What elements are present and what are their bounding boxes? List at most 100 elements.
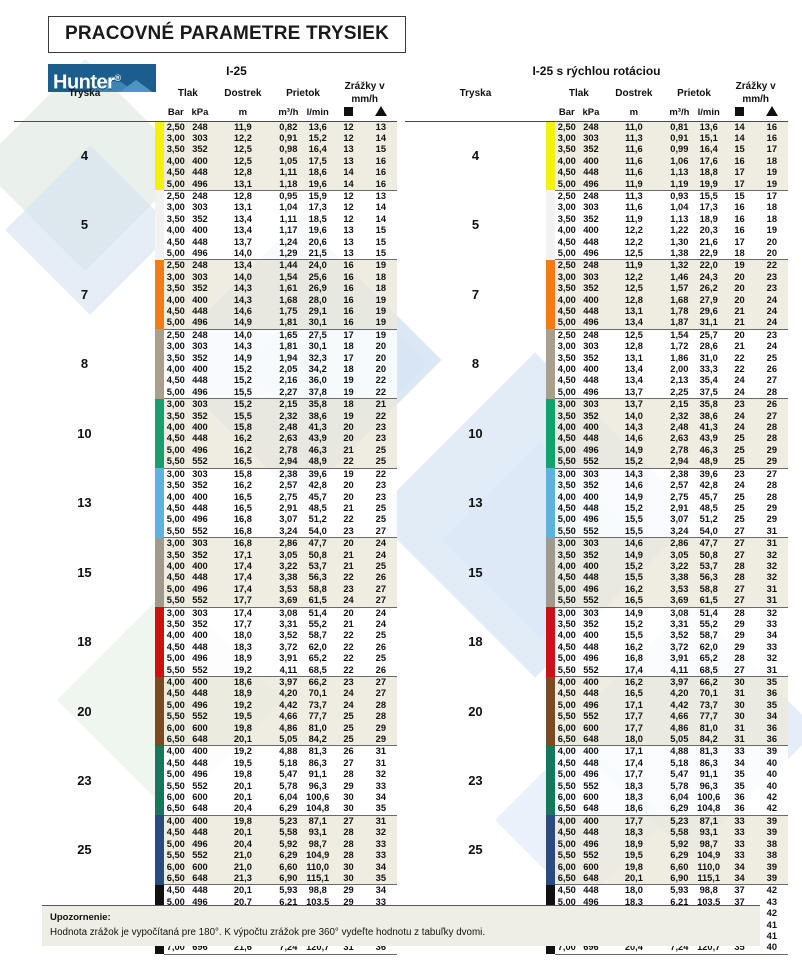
- cell-bar: 3,00: [163, 398, 188, 411]
- cell-radius: 16,2: [212, 480, 274, 492]
- cell-bar: 6,00: [554, 792, 579, 804]
- cell-radius: 11,6: [603, 202, 665, 214]
- cell-lmin: 35,8: [303, 398, 333, 411]
- unit-m3h: m³/h: [669, 107, 690, 118]
- cell-radius: 16,2: [603, 641, 665, 654]
- cell-radius: 19,8: [212, 815, 274, 828]
- cell-precip-triangle: 19: [364, 259, 397, 272]
- cell-precip-square: 17: [332, 329, 365, 342]
- cell-precip-triangle: 27: [364, 583, 397, 596]
- cell-radius: 14,9: [212, 317, 274, 330]
- cell-precip-triangle: 33: [364, 850, 397, 862]
- cell-precip-square: 23: [332, 676, 365, 689]
- cell-bar: 4,50: [163, 757, 188, 770]
- cell-precip-triangle: 35: [364, 872, 397, 886]
- cell-m3h: 3,52: [664, 630, 695, 642]
- cell-bar: 4,00: [163, 364, 188, 376]
- cell-radius: 20,4: [212, 838, 274, 851]
- cell-m3h: 1,81: [273, 317, 304, 330]
- col-header-flow: Prietok: [286, 87, 320, 99]
- cell-bar: 5,50: [163, 456, 188, 469]
- cell-kpa: 448: [187, 827, 213, 839]
- cell-radius: 16,5: [603, 595, 665, 608]
- cell-radius: 16,2: [603, 676, 665, 689]
- cell-m3h: 5,05: [664, 734, 695, 747]
- cell-radius: 14,0: [212, 329, 274, 342]
- cell-kpa: 496: [187, 583, 213, 596]
- cell-bar: 4,50: [163, 306, 188, 318]
- cell-lmin: 53,7: [694, 560, 724, 573]
- cell-radius: 11,0: [603, 121, 665, 133]
- cell-precip-triangle: 23: [364, 422, 397, 434]
- cell-precip-square: 25: [723, 502, 756, 515]
- cell-radius: 13,1: [212, 178, 274, 191]
- table-row: 18 3,00 303 17,4 3,08 51,4 20 24: [14, 607, 397, 677]
- cell-bar: 4,00: [554, 294, 579, 306]
- cell-lmin: 48,9: [303, 456, 333, 469]
- cell-precip-triangle: 33: [364, 896, 397, 909]
- cell-lmin: 62,0: [303, 641, 333, 654]
- cell-kpa: 496: [578, 653, 604, 665]
- cell-precip-square: 12: [332, 132, 365, 145]
- cell-precip-triangle: 16: [364, 167, 397, 179]
- cell-lmin: 58,8: [303, 583, 333, 596]
- table-title: I-25 s rýchlou rotáciou: [532, 64, 661, 78]
- cell-m3h: 1,54: [273, 271, 304, 284]
- header-row-primary: Tryska Tlak Dostrek Prietok Zrážky v mm/h: [405, 80, 788, 106]
- header-rule: [14, 119, 397, 122]
- cell-precip-triangle: 23: [364, 480, 397, 492]
- cell-precip-triangle: 13: [364, 121, 397, 133]
- cell-radius: 13,7: [603, 386, 665, 400]
- cell-radius: 15,2: [603, 456, 665, 469]
- cell-radius: 12,2: [212, 132, 274, 145]
- table-row: 5,50 552 20,1 5,78 96,3 29 33: [14, 780, 397, 793]
- cell-kpa: 352: [578, 213, 604, 226]
- cell-radius: 14,3: [603, 422, 665, 434]
- cell-precip-square: 17: [723, 236, 756, 248]
- cell-lmin: 96,3: [303, 780, 333, 793]
- cell-bar: 4,00: [163, 422, 188, 434]
- cell-kpa: 496: [187, 444, 213, 457]
- cell-precip-triangle: 18: [364, 271, 397, 284]
- nozzle-color-stripe: [154, 468, 164, 538]
- cell-precip-triangle: 34: [755, 711, 788, 723]
- cell-bar: 3,50: [554, 410, 579, 423]
- table-row: 15 3,00 303 16,8 2,86 47,7 20 24: [14, 537, 397, 608]
- footer-note: Upozornenie: Hodnota zrážok je vypočítan…: [42, 905, 760, 946]
- cell-kpa: 496: [578, 386, 604, 400]
- cell-precip-triangle: 28: [755, 433, 788, 445]
- cell-bar: 6,50: [554, 872, 579, 886]
- cell-m3h: 4,66: [664, 711, 695, 723]
- cell-bar: 5,00: [163, 386, 188, 400]
- nozzle-color-stripe: [154, 190, 164, 260]
- cell-radius: 11,9: [603, 178, 665, 191]
- cell-precip-triangle: 23: [755, 283, 788, 295]
- cell-bar: 5,00: [554, 699, 579, 712]
- cell-lmin: 61,5: [303, 595, 333, 608]
- cell-kpa: 448: [578, 236, 604, 248]
- cell-m3h: 2,63: [273, 433, 304, 445]
- cell-radius: 16,5: [603, 688, 665, 700]
- cell-precip-triangle: 27: [364, 595, 397, 608]
- cell-kpa: 448: [578, 884, 604, 897]
- cell-m3h: 1,32: [664, 259, 695, 272]
- table-row: 5,50 552 16,8 3,24 54,0 23 27: [14, 525, 397, 539]
- cell-bar: 3,00: [163, 271, 188, 284]
- cell-precip-square: 16: [332, 317, 365, 330]
- cell-radius: 17,7: [603, 711, 665, 723]
- cell-bar: 4,50: [163, 688, 188, 700]
- cell-bar: 4,00: [163, 815, 188, 828]
- cell-radius: 14,9: [603, 491, 665, 503]
- cell-bar: 4,50: [163, 433, 188, 445]
- cell-precip-square: 22: [332, 664, 365, 677]
- cell-radius: 18,0: [603, 884, 665, 897]
- cell-lmin: 70,1: [694, 688, 724, 700]
- cell-radius: 13,4: [603, 317, 665, 330]
- cell-m3h: 2,16: [273, 375, 304, 387]
- cell-kpa: 448: [187, 757, 213, 770]
- cell-m3h: 3,53: [273, 583, 304, 596]
- cell-bar: 4,00: [554, 745, 579, 758]
- cell-kpa: 600: [187, 722, 213, 735]
- cell-precip-triangle: 19: [364, 329, 397, 342]
- cell-lmin: 96,3: [694, 780, 724, 793]
